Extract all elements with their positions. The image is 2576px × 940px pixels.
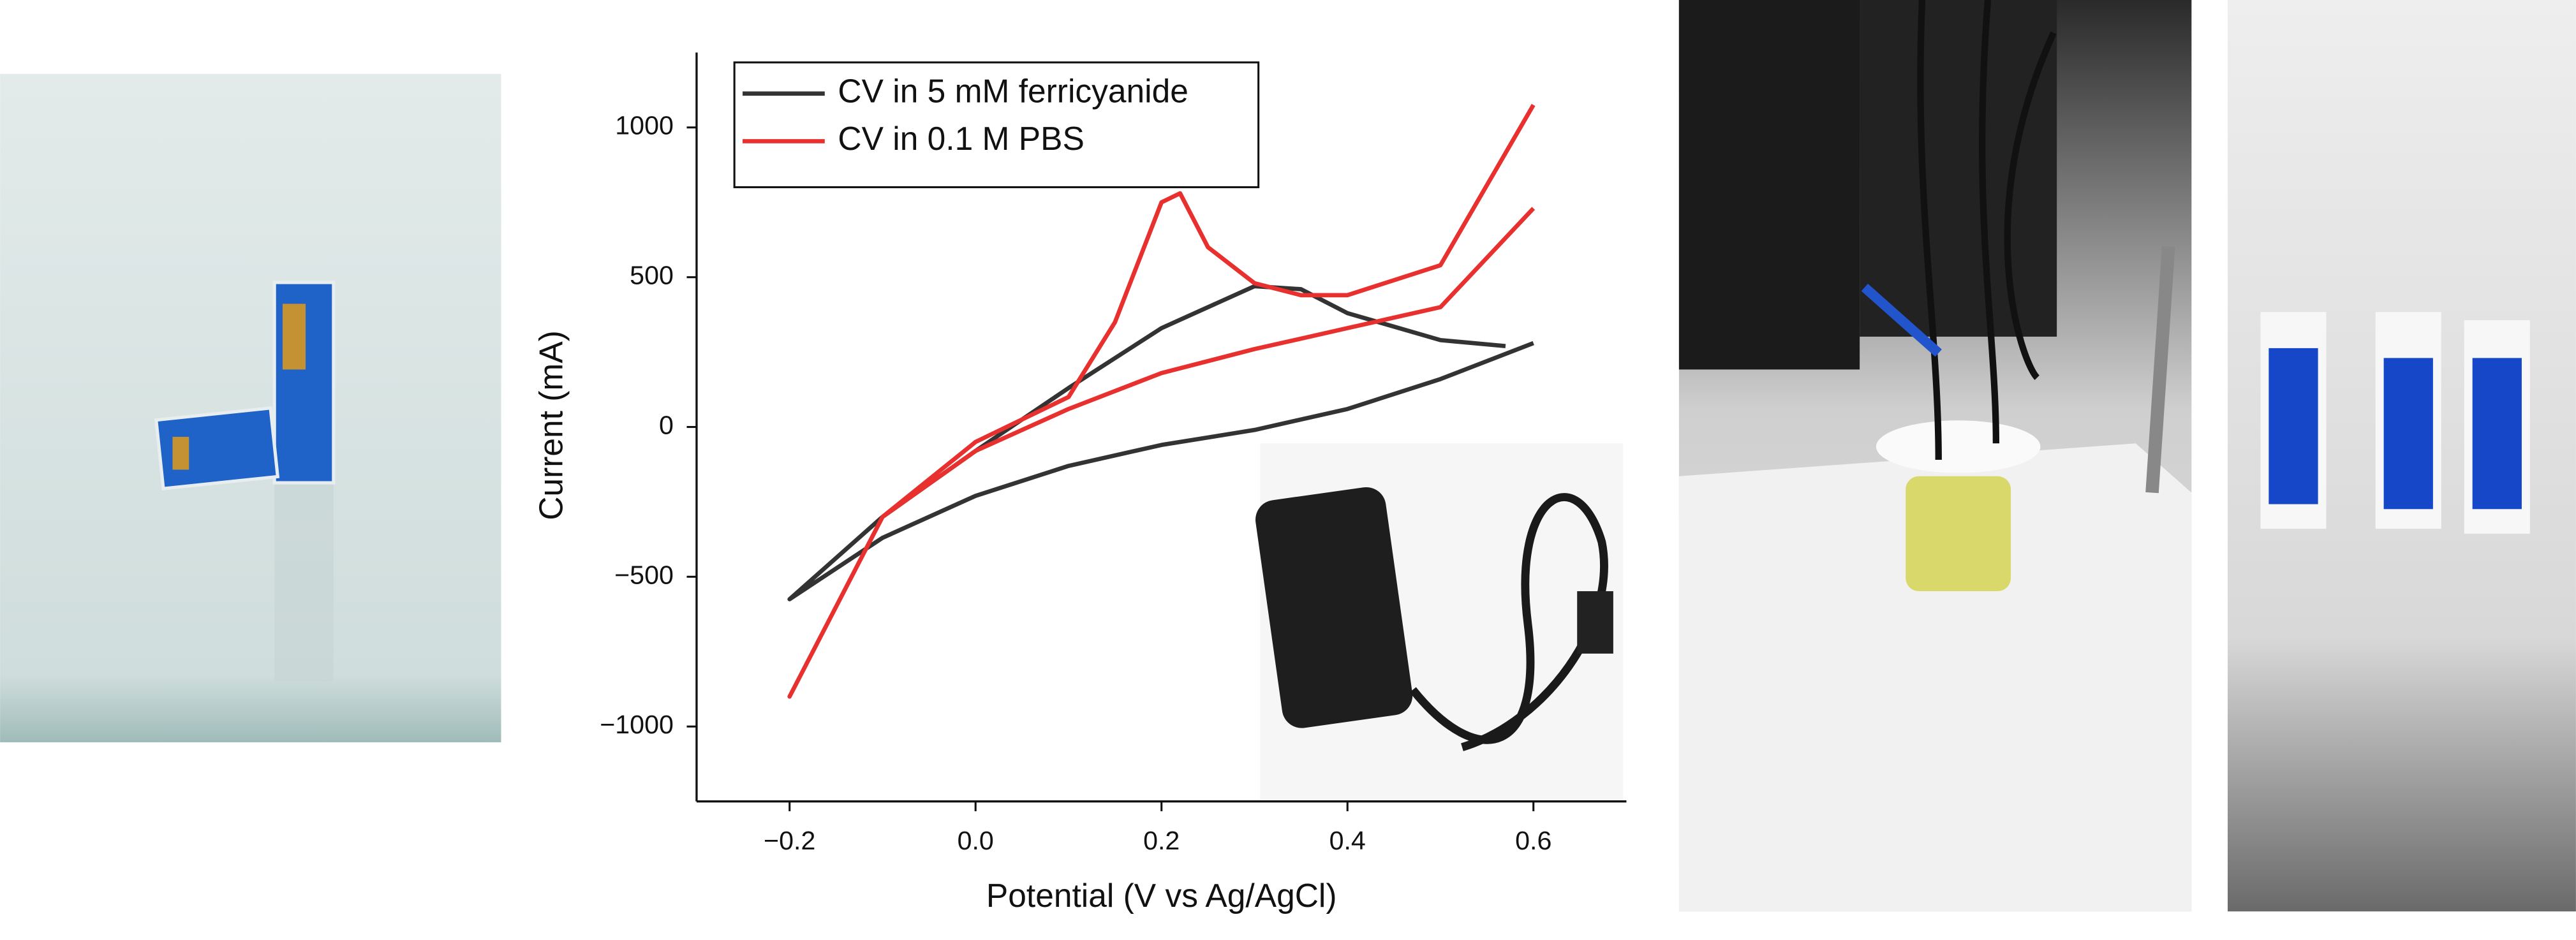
y-tick-label: −1000 bbox=[600, 710, 674, 739]
photo-setup bbox=[1678, 0, 2192, 912]
x-tick-label: −0.2 bbox=[764, 826, 815, 855]
legend-label: CV in 5 mM ferricyanide bbox=[838, 72, 1188, 109]
y-tick-label: 0 bbox=[659, 410, 674, 439]
photo-electrodes bbox=[0, 73, 501, 742]
photo-strips bbox=[2227, 0, 2576, 912]
y-axis-label: Current (mA) bbox=[533, 330, 570, 520]
cv-curve bbox=[787, 103, 1536, 699]
y-tick-label: 1000 bbox=[615, 111, 674, 140]
y-tick-label: 500 bbox=[630, 261, 674, 290]
x-axis-label: Potential (V vs Ag/AgCl) bbox=[986, 877, 1337, 914]
photo-charger bbox=[1255, 443, 1624, 802]
x-tick-label: 0.6 bbox=[1515, 826, 1551, 855]
y-tick-label: −500 bbox=[614, 560, 674, 589]
plot: −0.2 0.0 0.2 0.4 0.6 1000 500 0 −500 −1000 CV in 5… bbox=[600, 52, 1627, 855]
x-tick-label: 0.0 bbox=[958, 826, 994, 855]
x-tick-label: 0.4 bbox=[1329, 826, 1366, 855]
legend-box bbox=[733, 61, 1260, 189]
x-tick-label: 0.2 bbox=[1143, 826, 1180, 855]
legend-label: CV in 0.1 M PBS bbox=[838, 120, 1084, 157]
